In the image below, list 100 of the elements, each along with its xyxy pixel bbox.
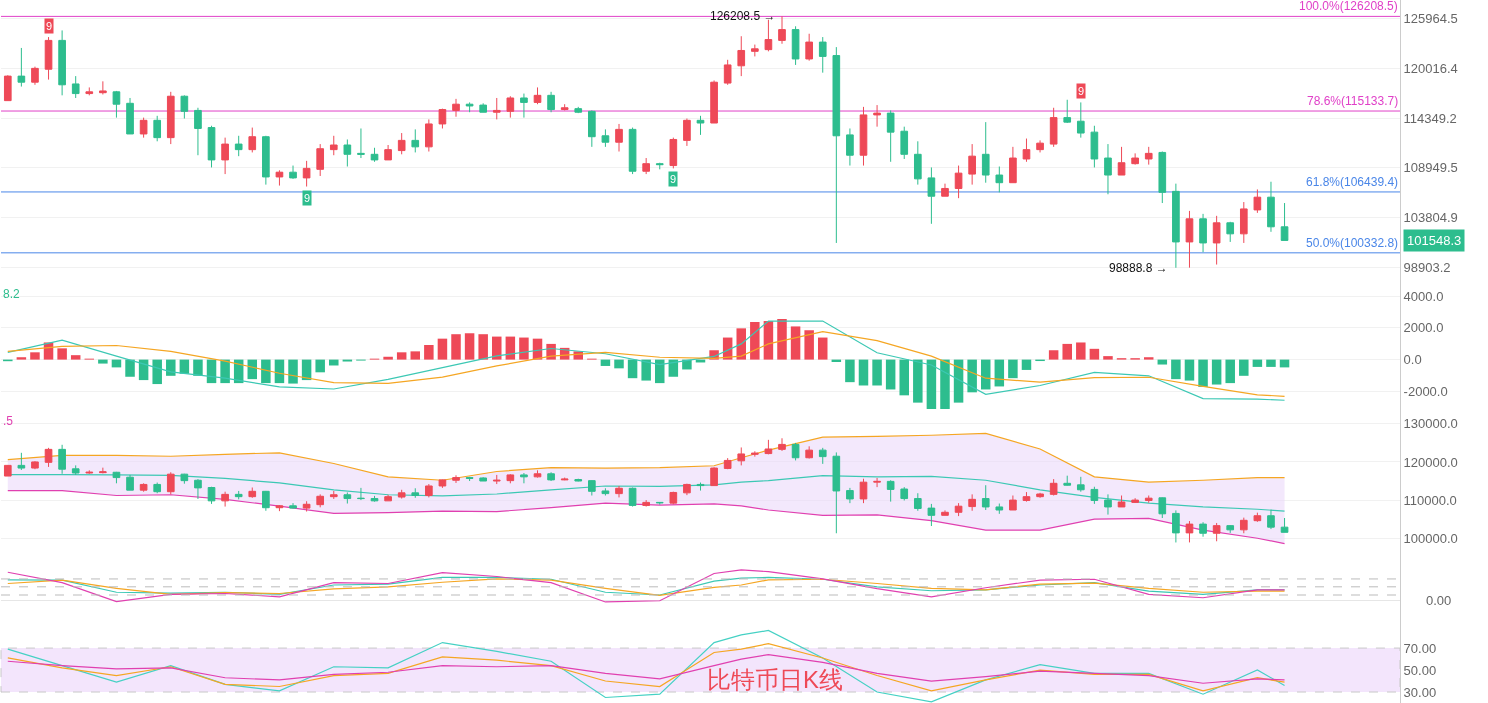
candlestick xyxy=(1104,143,1112,195)
candlestick xyxy=(1158,151,1167,204)
candlestick xyxy=(126,97,134,135)
candlestick xyxy=(3,464,12,477)
candlestick xyxy=(533,86,542,105)
candlestick xyxy=(655,162,664,170)
candlestick xyxy=(17,47,26,88)
candlestick xyxy=(1253,512,1262,523)
ref-line-label: 78.6%(115133.7) xyxy=(1307,94,1399,108)
candlestick xyxy=(574,106,583,114)
candlestick xyxy=(683,483,691,496)
annotation: 比特币日K线 xyxy=(707,666,844,693)
bar xyxy=(1021,359,1032,370)
line-series xyxy=(7,320,1286,401)
candlestick xyxy=(995,503,1004,515)
candlestick xyxy=(1063,475,1072,487)
bar xyxy=(967,359,977,393)
bar xyxy=(478,334,488,360)
candlestick xyxy=(492,474,501,485)
candlestick xyxy=(384,144,392,161)
bar xyxy=(519,337,529,360)
bar xyxy=(451,334,461,360)
bar xyxy=(424,345,434,360)
candlestick xyxy=(832,46,841,244)
candlestick xyxy=(31,66,39,86)
candlestick xyxy=(343,138,352,167)
line-series xyxy=(7,489,1286,545)
candlestick xyxy=(275,504,284,512)
bar xyxy=(464,333,475,360)
candlestick xyxy=(574,478,583,482)
candlestick xyxy=(642,157,650,175)
bar xyxy=(70,355,81,360)
candlestick xyxy=(1104,493,1112,516)
candlestick xyxy=(506,473,515,484)
bar xyxy=(30,352,40,360)
candlestick xyxy=(832,451,841,534)
candlestick xyxy=(927,503,936,527)
candlestick xyxy=(913,140,922,186)
candlestick xyxy=(886,479,895,503)
candlestick xyxy=(397,132,406,155)
candlestick xyxy=(248,487,257,499)
candlestick xyxy=(58,29,66,96)
candlestick xyxy=(696,115,705,136)
candlestick xyxy=(180,473,189,485)
candlestick xyxy=(1063,99,1072,124)
candlestick xyxy=(465,476,474,482)
y-tick-label: 108949.5 xyxy=(1403,160,1458,176)
candlestick xyxy=(316,143,325,177)
candlestick xyxy=(981,121,990,184)
candlestick xyxy=(1212,522,1221,542)
bar xyxy=(288,359,298,384)
bar xyxy=(261,359,271,384)
candlestick xyxy=(1267,509,1275,530)
y-tick-label: 114349.2 xyxy=(1403,110,1457,126)
candlestick xyxy=(17,452,26,471)
candlestick xyxy=(1131,152,1139,166)
candlestick xyxy=(275,169,284,187)
candlestick xyxy=(846,487,854,504)
bar xyxy=(1266,359,1276,367)
bar xyxy=(1157,359,1168,365)
bar xyxy=(1103,356,1113,360)
line-series xyxy=(7,643,1286,692)
candlestick xyxy=(778,15,786,45)
bar xyxy=(817,337,828,360)
candlestick xyxy=(913,492,922,512)
candlestick xyxy=(995,166,1004,193)
text: 0.00 xyxy=(1426,593,1452,608)
candlestick xyxy=(329,135,338,156)
candlestick xyxy=(764,439,773,455)
bar xyxy=(736,328,746,360)
candlestick xyxy=(737,35,746,77)
candlestick xyxy=(520,472,528,484)
candlestick xyxy=(846,127,854,167)
candlestick xyxy=(533,469,542,479)
line-series xyxy=(7,331,1286,397)
candlestick xyxy=(981,484,990,511)
bar xyxy=(437,338,448,360)
candlestick xyxy=(153,482,162,494)
candlestick xyxy=(194,478,202,500)
candlestick xyxy=(751,450,759,458)
bar xyxy=(1089,348,1100,360)
bar xyxy=(1048,350,1059,360)
annotation: 8.2 xyxy=(3,287,21,301)
candlestick xyxy=(547,471,555,482)
candlestick xyxy=(99,467,107,474)
bar xyxy=(627,359,638,379)
candlestick xyxy=(3,74,12,102)
candlestick xyxy=(723,457,732,470)
candlestick xyxy=(873,477,881,488)
bar xyxy=(1143,357,1154,360)
candlestick xyxy=(900,126,909,160)
candlestick xyxy=(411,128,420,153)
candlestick xyxy=(112,90,121,119)
annotation: 9 xyxy=(1078,85,1085,97)
candlestick xyxy=(1022,491,1031,503)
text: 101548.3 xyxy=(1407,233,1462,248)
bar xyxy=(125,359,135,377)
candlestick xyxy=(723,59,732,86)
candlestick xyxy=(1117,146,1126,176)
candlestick xyxy=(452,474,460,484)
